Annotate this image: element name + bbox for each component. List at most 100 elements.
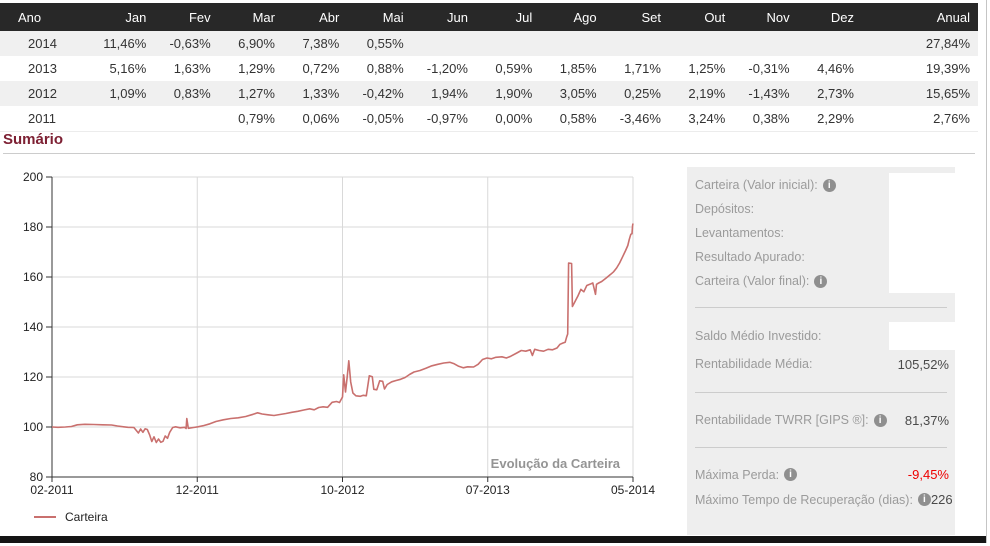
panel-value xyxy=(889,245,955,269)
panel-row: Carteira (Valor inicial): i xyxy=(687,173,955,197)
table-cell: 2014 xyxy=(28,36,57,51)
table-cell: -1,20% xyxy=(426,61,468,76)
panel-value: 81,37% xyxy=(904,412,949,428)
table-cell: 7,38% xyxy=(302,36,340,51)
line-chart-svg[interactable]: 80 100 120 140 160 180 200 02-2011 12-2011 10-201… xyxy=(0,165,660,500)
table-cell: 2013 xyxy=(28,61,57,76)
table-cell xyxy=(488,31,552,56)
monthly-returns-table: Ano Jan Fev Mar Abr Mai Jun Jul Ago Set Out Nov Dez A… xyxy=(0,3,978,132)
panel-divider xyxy=(695,447,947,448)
table-cell: -0,05% xyxy=(362,111,404,126)
returns-table-header: Ano Jan Fev Mar Abr Mai Jun Jul Ago Set Out Nov Dez A… xyxy=(0,3,978,31)
panel-value: 226 xyxy=(930,492,953,507)
table-header-row: Ano Jan Fev Mar Abr Mai Jun Jul Ago Set Out Nov Dez A… xyxy=(0,3,978,31)
table-cell: 1,29% xyxy=(238,61,275,76)
table-cell: 11,46% xyxy=(103,36,147,51)
x-axis-label: 12-2011 xyxy=(176,483,219,497)
panel-value xyxy=(889,221,955,245)
panel-label: Rentabilidade TWRR [GIPS ®]: xyxy=(695,413,869,427)
table-cell: -3,46% xyxy=(619,111,661,126)
column-header: Ago xyxy=(552,3,617,31)
table-cell: 0,00% xyxy=(495,111,533,126)
panel-group: Máxima Perda: i -9,45% Máximo Tempo de Recu… xyxy=(687,462,955,512)
table-cell: 27,84% xyxy=(925,36,970,51)
column-header: Set xyxy=(616,3,681,31)
table-cell: 5,16% xyxy=(109,61,147,76)
info-icon[interactable]: i xyxy=(873,413,887,427)
summary-panel: Carteira (Valor inicial): i Depósitos: Leva… xyxy=(687,167,955,535)
y-axis-label: 80 xyxy=(30,470,44,484)
panel-value xyxy=(889,269,955,293)
panel-label: Rentabilidade Média: xyxy=(695,357,813,371)
panel-group: Rentabilidade TWRR [GIPS ®]: i 81,37% xyxy=(687,407,955,433)
panel-label: Levantamentos: xyxy=(695,226,784,240)
summary-heading: Sumário xyxy=(3,131,64,148)
panel-divider xyxy=(695,307,947,308)
column-header: Jan xyxy=(102,3,167,31)
returns-table-body: 2014 11,46% -0,63% 6,90% 7,38% 0,55% 27,84% 201… xyxy=(0,31,978,132)
info-icon[interactable]: i xyxy=(917,493,931,506)
info-icon[interactable]: i xyxy=(784,468,798,481)
table-cell xyxy=(424,31,488,56)
table-cell: 3,24% xyxy=(688,111,726,126)
panel-label: Depósitos: xyxy=(695,202,755,216)
panel-row: Depósitos: xyxy=(687,197,955,221)
legend-label: Carteira xyxy=(65,510,108,524)
table-cell xyxy=(552,31,616,56)
table-cell: -1,43% xyxy=(748,86,790,101)
panel-label: Saldo Médio Investido: xyxy=(695,329,822,343)
panel-value xyxy=(889,322,955,350)
info-icon[interactable]: i xyxy=(814,274,828,288)
panel-label: Carteira (Valor final): xyxy=(695,274,810,288)
table-row: 2014 11,46% -0,63% 6,90% 7,38% 0,55% 27,84% xyxy=(0,31,978,56)
table-cell: 1,09% xyxy=(109,86,147,101)
table-cell: 2011 xyxy=(28,111,56,126)
table-cell: 2,29% xyxy=(817,111,854,126)
table-cell: -0,97% xyxy=(426,111,468,126)
table-cell: 0,72% xyxy=(302,61,340,76)
column-header: Abr xyxy=(294,3,360,31)
panel-label: Máximo Tempo de Recuperação (dias): xyxy=(695,492,913,507)
table-cell: 19,39% xyxy=(925,61,970,76)
panel-value xyxy=(889,197,955,221)
table-cell xyxy=(810,31,874,56)
chart-legend[interactable]: Carteira xyxy=(34,510,154,524)
table-cell: -0,31% xyxy=(748,61,790,76)
table-cell: 0,38% xyxy=(752,111,790,126)
table-cell: 0,59% xyxy=(495,61,533,76)
column-header: Nov xyxy=(745,3,810,31)
table-cell: 15,65% xyxy=(925,86,970,101)
table-cell: -0,42% xyxy=(362,86,404,101)
table-cell: 0,83% xyxy=(173,86,211,101)
x-axis-label: 02-2011 xyxy=(30,483,73,497)
table-cell: 6,90% xyxy=(238,36,275,51)
panel-row: Resultado Apurado: xyxy=(687,245,955,269)
table-cell: 2012 xyxy=(28,86,57,101)
column-header: Dez xyxy=(809,3,874,31)
bottom-bar xyxy=(0,536,986,543)
y-axis-label: 120 xyxy=(23,370,43,384)
table-cell: 1,71% xyxy=(624,61,661,76)
table-cell: 0,79% xyxy=(238,111,275,126)
panel-divider xyxy=(695,392,947,393)
table-row: 2013 5,16% 1,63% 1,29% 0,72% 0,88% -1,20% 0,59%… xyxy=(0,56,978,81)
y-axis-label: 160 xyxy=(23,270,43,284)
table-cell xyxy=(745,31,809,56)
panel-row: Máximo Tempo de Recuperação (dias): i 226 xyxy=(687,487,955,512)
panel-label: Carteira (Valor inicial): xyxy=(695,178,818,192)
table-cell: 2,76% xyxy=(933,111,970,126)
table-cell: 1,25% xyxy=(688,61,726,76)
table-cell: 2,19% xyxy=(688,86,726,101)
y-axis-label: 180 xyxy=(23,220,43,234)
column-header: Out xyxy=(680,3,746,31)
info-icon[interactable]: i xyxy=(822,178,836,192)
table-cell xyxy=(681,31,745,56)
table-cell: 1,33% xyxy=(302,86,340,101)
column-header: Jul xyxy=(487,3,553,31)
table-cell: 1,94% xyxy=(431,86,468,101)
y-axis-label: 100 xyxy=(23,420,43,434)
y-axis-label: 200 xyxy=(23,170,43,184)
column-header: Ano xyxy=(0,3,102,31)
panel-value: 105,52% xyxy=(897,356,949,372)
